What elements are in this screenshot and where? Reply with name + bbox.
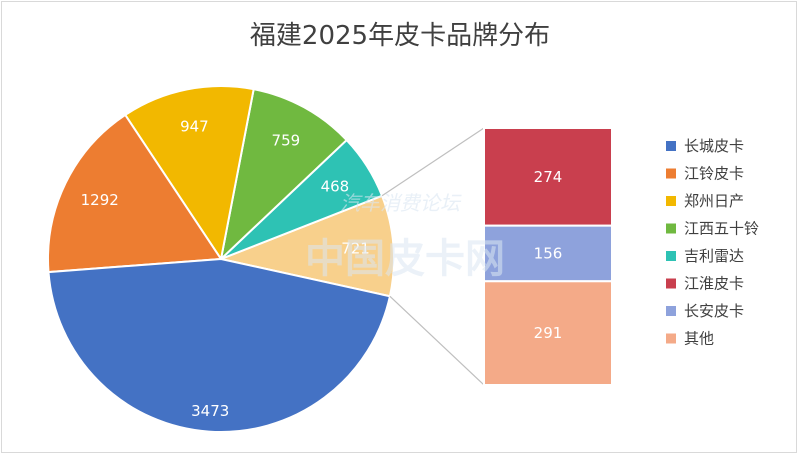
legend-entry-e6b19fe8a5bfe4ba94e58d81e99383: 江西五十铃 [684, 220, 759, 238]
bar-segment-e6b19fe6b7aee79aaee58da1 [483, 127, 613, 227]
legend-swatch-e6b19fe99383e79aaee58da1 [666, 168, 676, 179]
pie-slice-e6b19fe99383e79aaee58da1 [47, 113, 223, 274]
watermark-main: 中国皮卡网 [305, 236, 505, 282]
legend-entry-e995bfe59f8ee79aaee58da1: 长城皮卡 [684, 137, 744, 155]
data-label-e59089e588a9e99bb7e8bebe: 468 [321, 178, 350, 196]
pie-slice-combined [217, 194, 395, 298]
legend-entry-e585b6e4bb96: 其他 [684, 330, 714, 348]
legend-entry-e995bfe5ae89e79aaee58da1: 长安皮卡 [684, 302, 744, 320]
data-label-e995bfe59f8ee79aaee58da1: 3473 [191, 402, 229, 420]
watermark-sub: 汽车消费论坛 [340, 191, 462, 215]
data-label-e585b6e4bb96: 291 [534, 324, 563, 342]
data-labels: 721 468 759 947 1292 3473 274 156 291 [81, 118, 563, 420]
data-label-e98391e5b79ee697a5e4baa7: 947 [180, 118, 209, 136]
data-label-e6b19fe8a5bfe4ba94e58d81e99383: 759 [272, 132, 301, 150]
legend-swatch-e585b6e4bb96 [666, 333, 676, 344]
pie-slice-e995bfe59f8ee79aaee58da1 [47, 257, 392, 433]
legend-swatch-e995bfe59f8ee79aaee58da1 [666, 141, 676, 151]
secondary-stack [483, 127, 613, 386]
legend-swatch-e995bfe5ae89e79aaee58da1 [666, 306, 676, 316]
data-label-e6b19fe6b7aee79aaee58da1: 274 [534, 168, 563, 186]
bar-segment-e995bfe5ae89e79aaee58da1 [483, 224, 613, 283]
data-label-e995bfe5ae89e79aaee58da1: 156 [534, 244, 563, 262]
connector-line-top [381, 127, 485, 197]
data-label-e6b19fe99383e79aaee58da1: 1292 [81, 191, 119, 209]
legend-entry-e98391e5b79ee697a5e4baa7: 郑州日产 [684, 192, 744, 210]
legend-entry-e59089e588a9e99bb7e8bebe: 吉利雷达 [684, 247, 744, 265]
legend-swatch-e6b19fe6b7aee79aaee58da1 [666, 278, 676, 289]
connector-lines [381, 127, 485, 386]
legend-swatch-e98391e5b79ee697a5e4baa7 [666, 196, 676, 206]
pie-slice-e6b19fe8a5bfe4ba94e58d81e99383 [219, 87, 349, 262]
pie-group [47, 85, 395, 433]
data-label-combined: 721 [341, 239, 370, 257]
legend-entry-e6b19fe99383e79aaee58da1: 江铃皮卡 [684, 165, 744, 183]
watermark: 汽车消费论坛 中国皮卡网 [305, 191, 505, 282]
legend-entry-e6b19fe6b7aee79aaee58da1: 江淮皮卡 [684, 275, 744, 293]
legend-swatch-e6b19fe8a5bfe4ba94e58d81e99383 [666, 223, 676, 234]
chart-title: 福建2025年皮卡品牌分布 [250, 21, 550, 51]
legend-swatch-e59089e588a9e99bb7e8bebe [666, 251, 676, 261]
connector-line-bottom [389, 295, 485, 386]
pie-slice-e98391e5b79ee697a5e4baa7 [123, 85, 255, 262]
bar-segment-e585b6e4bb96 [483, 280, 613, 386]
